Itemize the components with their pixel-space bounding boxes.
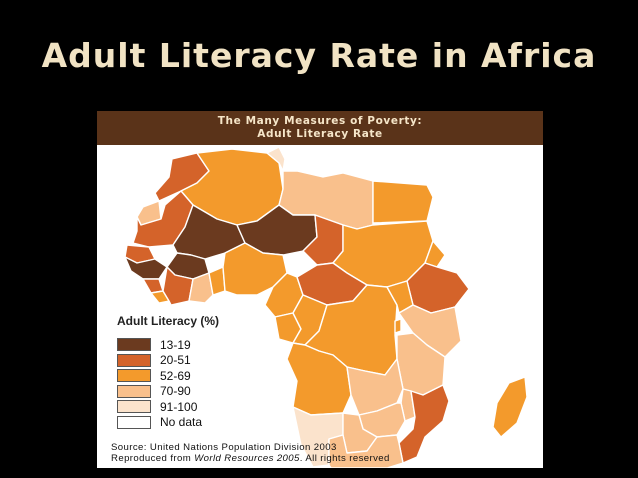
legend-item: No data [117, 415, 277, 431]
legend-label: No data [160, 415, 203, 430]
source-line2-suffix: . All rights reserved [299, 453, 390, 464]
region-madagascar [492, 376, 528, 438]
map-figure: The Many Measures of Poverty: Adult Lite… [97, 111, 543, 468]
legend-title: Adult Literacy (%) [117, 314, 220, 328]
region-tunisia [266, 146, 286, 172]
legend-item: 20-51 [117, 353, 277, 369]
legend: Adult Literacy (%) 13-19 20-51 52-69 70-90 9… [117, 314, 277, 430]
legend-item: 91-100 [117, 399, 277, 415]
region-mozambique [398, 384, 450, 464]
region-angola [286, 342, 352, 416]
source-line2-prefix: Reproduced from [111, 453, 195, 464]
legend-label: 70-90 [160, 384, 191, 399]
source-line2: Reproduced from World Resources 2005. Al… [111, 453, 531, 464]
region-egypt [372, 180, 434, 224]
legend-swatch [117, 384, 151, 398]
figure-header: The Many Measures of Poverty: Adult Lite… [97, 111, 543, 145]
source-line1: Source: United Nations Population Divisi… [111, 442, 337, 453]
legend-label: 13-19 [160, 337, 191, 352]
legend-swatch [117, 369, 151, 383]
region-guinea [124, 256, 168, 280]
legend-swatch [117, 338, 151, 352]
legend-swatch [117, 400, 151, 414]
region-south-africa [328, 434, 404, 468]
slide-title: Adult Literacy Rate in Africa [41, 36, 597, 75]
legend-items: 13-19 20-51 52-69 70-90 91-100 No data [117, 337, 277, 430]
region-ghana [188, 272, 214, 304]
africa-map [124, 146, 528, 468]
figure-header-line1: The Many Measures of Poverty: [217, 115, 423, 127]
legend-label: 20-51 [160, 353, 191, 368]
region-rwanda [394, 318, 402, 334]
legend-label: 91-100 [160, 399, 198, 414]
legend-swatch [117, 353, 151, 367]
legend-label: 52-69 [160, 368, 191, 383]
region-zambia [346, 358, 404, 416]
source-line2-publication: World Resources 2005 [194, 453, 300, 464]
source-note: Source: United Nations Population Divisi… [111, 442, 531, 464]
legend-item: 13-19 [117, 337, 277, 353]
figure-header-line2: Adult Literacy Rate [257, 128, 383, 140]
legend-item: 52-69 [117, 368, 277, 384]
legend-swatch [117, 415, 151, 429]
legend-item: 70-90 [117, 384, 277, 400]
